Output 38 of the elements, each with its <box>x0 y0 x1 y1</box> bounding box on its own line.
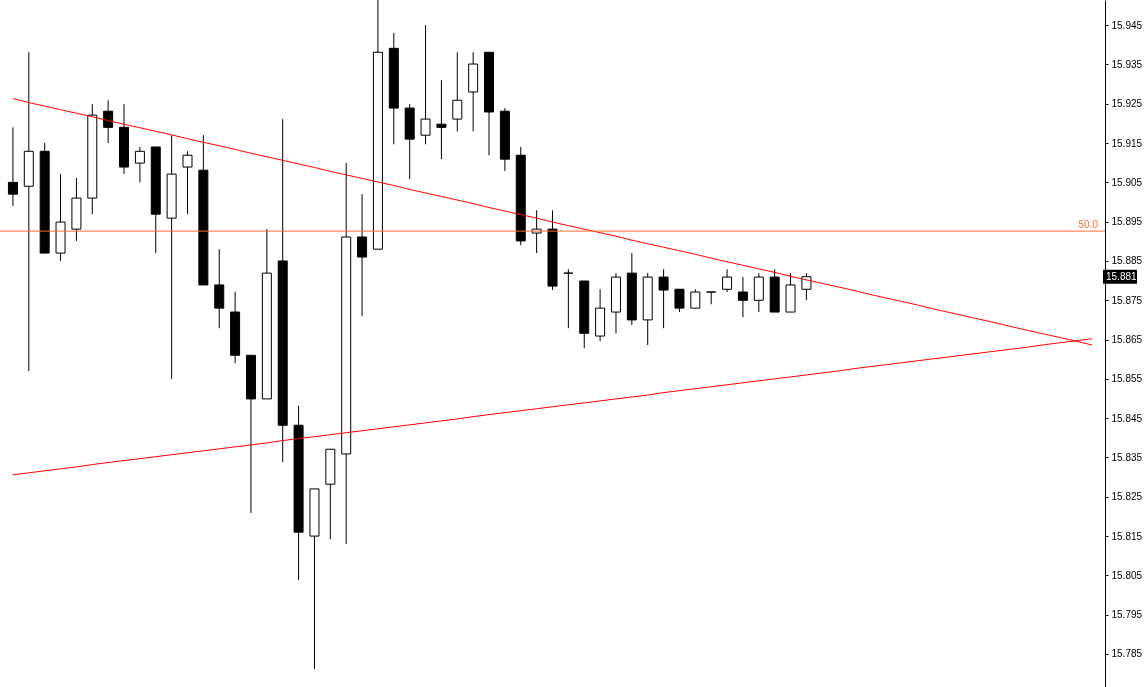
candlestick <box>420 24 431 145</box>
candlestick <box>436 79 447 160</box>
candlestick <box>7 126 18 207</box>
candlestick <box>658 268 669 329</box>
y-tick-label: 15.835 <box>1111 451 1143 463</box>
candlestick <box>214 248 225 329</box>
candlestick <box>690 288 701 309</box>
candlestick <box>674 288 685 313</box>
candlestick <box>357 193 368 317</box>
y-tick-label: 15.875 <box>1111 294 1143 306</box>
y-tick-label: 15.805 <box>1111 569 1143 581</box>
y-tick-label: 15.945 <box>1111 19 1143 31</box>
y-tick-label: 15.795 <box>1111 609 1143 621</box>
y-tick-label: 15.935 <box>1111 58 1143 70</box>
candlestick <box>563 268 574 329</box>
candlestick <box>801 272 812 301</box>
y-tick-label: 15.865 <box>1111 334 1143 346</box>
y-tick-label: 15.845 <box>1111 412 1143 424</box>
candlestick <box>753 272 764 313</box>
y-tick-label: 15.915 <box>1111 137 1143 149</box>
annotation: 15.881 <box>1106 270 1138 282</box>
y-tick-label: 15.825 <box>1111 491 1143 503</box>
candlestick <box>706 291 717 305</box>
y-tick-label: 15.855 <box>1111 373 1143 385</box>
annotation: 50.0 <box>1078 219 1099 231</box>
y-tick-label: 15.815 <box>1111 530 1143 542</box>
y-tick-label: 15.925 <box>1111 98 1143 110</box>
y-tick-label: 15.785 <box>1111 648 1143 660</box>
candlestick <box>182 150 193 215</box>
candlestick <box>737 276 748 318</box>
candlestick <box>103 99 114 144</box>
candlestick <box>452 51 463 132</box>
y-tick-label: 15.905 <box>1111 176 1143 188</box>
y-tick-label: 15.885 <box>1111 255 1143 267</box>
y-tick-label: 15.895 <box>1111 216 1143 228</box>
candlestick <box>134 146 145 183</box>
candlestick <box>23 51 34 372</box>
candlestick <box>722 268 733 293</box>
